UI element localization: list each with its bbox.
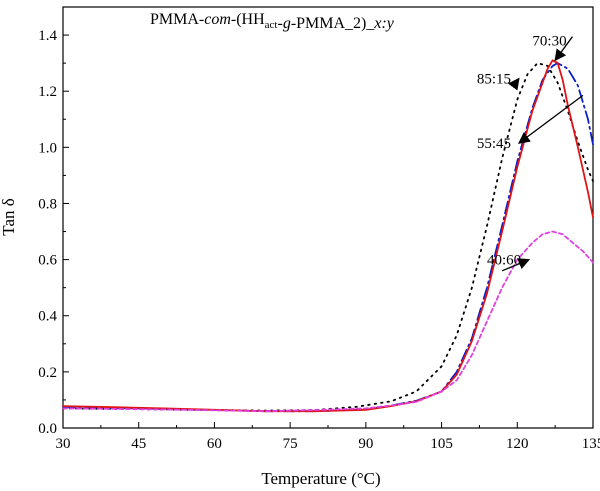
- x-tick-label: 135: [582, 436, 600, 452]
- y-axis-label: Tan δ: [0, 198, 18, 236]
- annotation-arrow: [507, 77, 520, 91]
- title-part: -: [277, 15, 282, 32]
- plot-frame: [62, 6, 594, 429]
- y-tick-label: 1.0: [38, 140, 57, 156]
- ticks-layer: 30 45 60 75 90 105 120 135 0.0 0.2 0.4 0.6 0.8 1.0 1.2…: [38, 28, 600, 452]
- y-tick-label: 1.4: [38, 28, 57, 44]
- title-part: act: [265, 19, 278, 31]
- y-tick-label: 0.2: [38, 365, 57, 381]
- annotation-label: 40:60: [487, 253, 521, 269]
- chart-title: PMMA-com-(HHact-g-PMMA_2)_x:y: [150, 11, 395, 32]
- title-part: -PMMA_2)_: [291, 15, 376, 32]
- series-line-70-30: [62, 59, 594, 413]
- y-tick-label: 0.8: [38, 196, 57, 212]
- title-part: PMMA-: [150, 11, 204, 28]
- annotation-label: 70:30: [532, 34, 566, 50]
- series-line-55-45: [62, 62, 594, 413]
- annotation-arrow: [554, 36, 573, 62]
- x-tick-label: 75: [283, 436, 298, 452]
- annotation-arrow: [517, 94, 584, 144]
- annotation-arrow: [501, 258, 531, 272]
- x-tick-label: 60: [207, 436, 222, 452]
- y-tick-label: 0.0: [38, 421, 57, 437]
- series-line-85-15: [62, 62, 594, 412]
- y-tick-label: 1.2: [38, 84, 57, 100]
- x-axis-label: Temperature (°C): [261, 469, 380, 488]
- x-tick-label: 30: [56, 436, 71, 452]
- annotation-label: 55:45: [477, 136, 511, 152]
- annotations-layer: 70:30 85:15 55:45 40:60: [477, 34, 584, 272]
- annotation-label: 85:15: [477, 72, 511, 88]
- title-part: x:y: [373, 15, 394, 32]
- x-tick-label: 120: [506, 436, 529, 452]
- title-part: com: [204, 11, 231, 28]
- series-layer: [62, 59, 594, 413]
- title-part: g: [283, 15, 291, 32]
- y-tick-label: 0.6: [38, 253, 57, 269]
- x-tick-label: 105: [430, 436, 453, 452]
- title-part: -(HH: [231, 11, 265, 28]
- x-tick-label: 45: [131, 436, 146, 452]
- series-line-40-60: [62, 230, 594, 413]
- y-tick-label: 0.4: [38, 309, 57, 325]
- x-tick-label: 90: [358, 436, 373, 452]
